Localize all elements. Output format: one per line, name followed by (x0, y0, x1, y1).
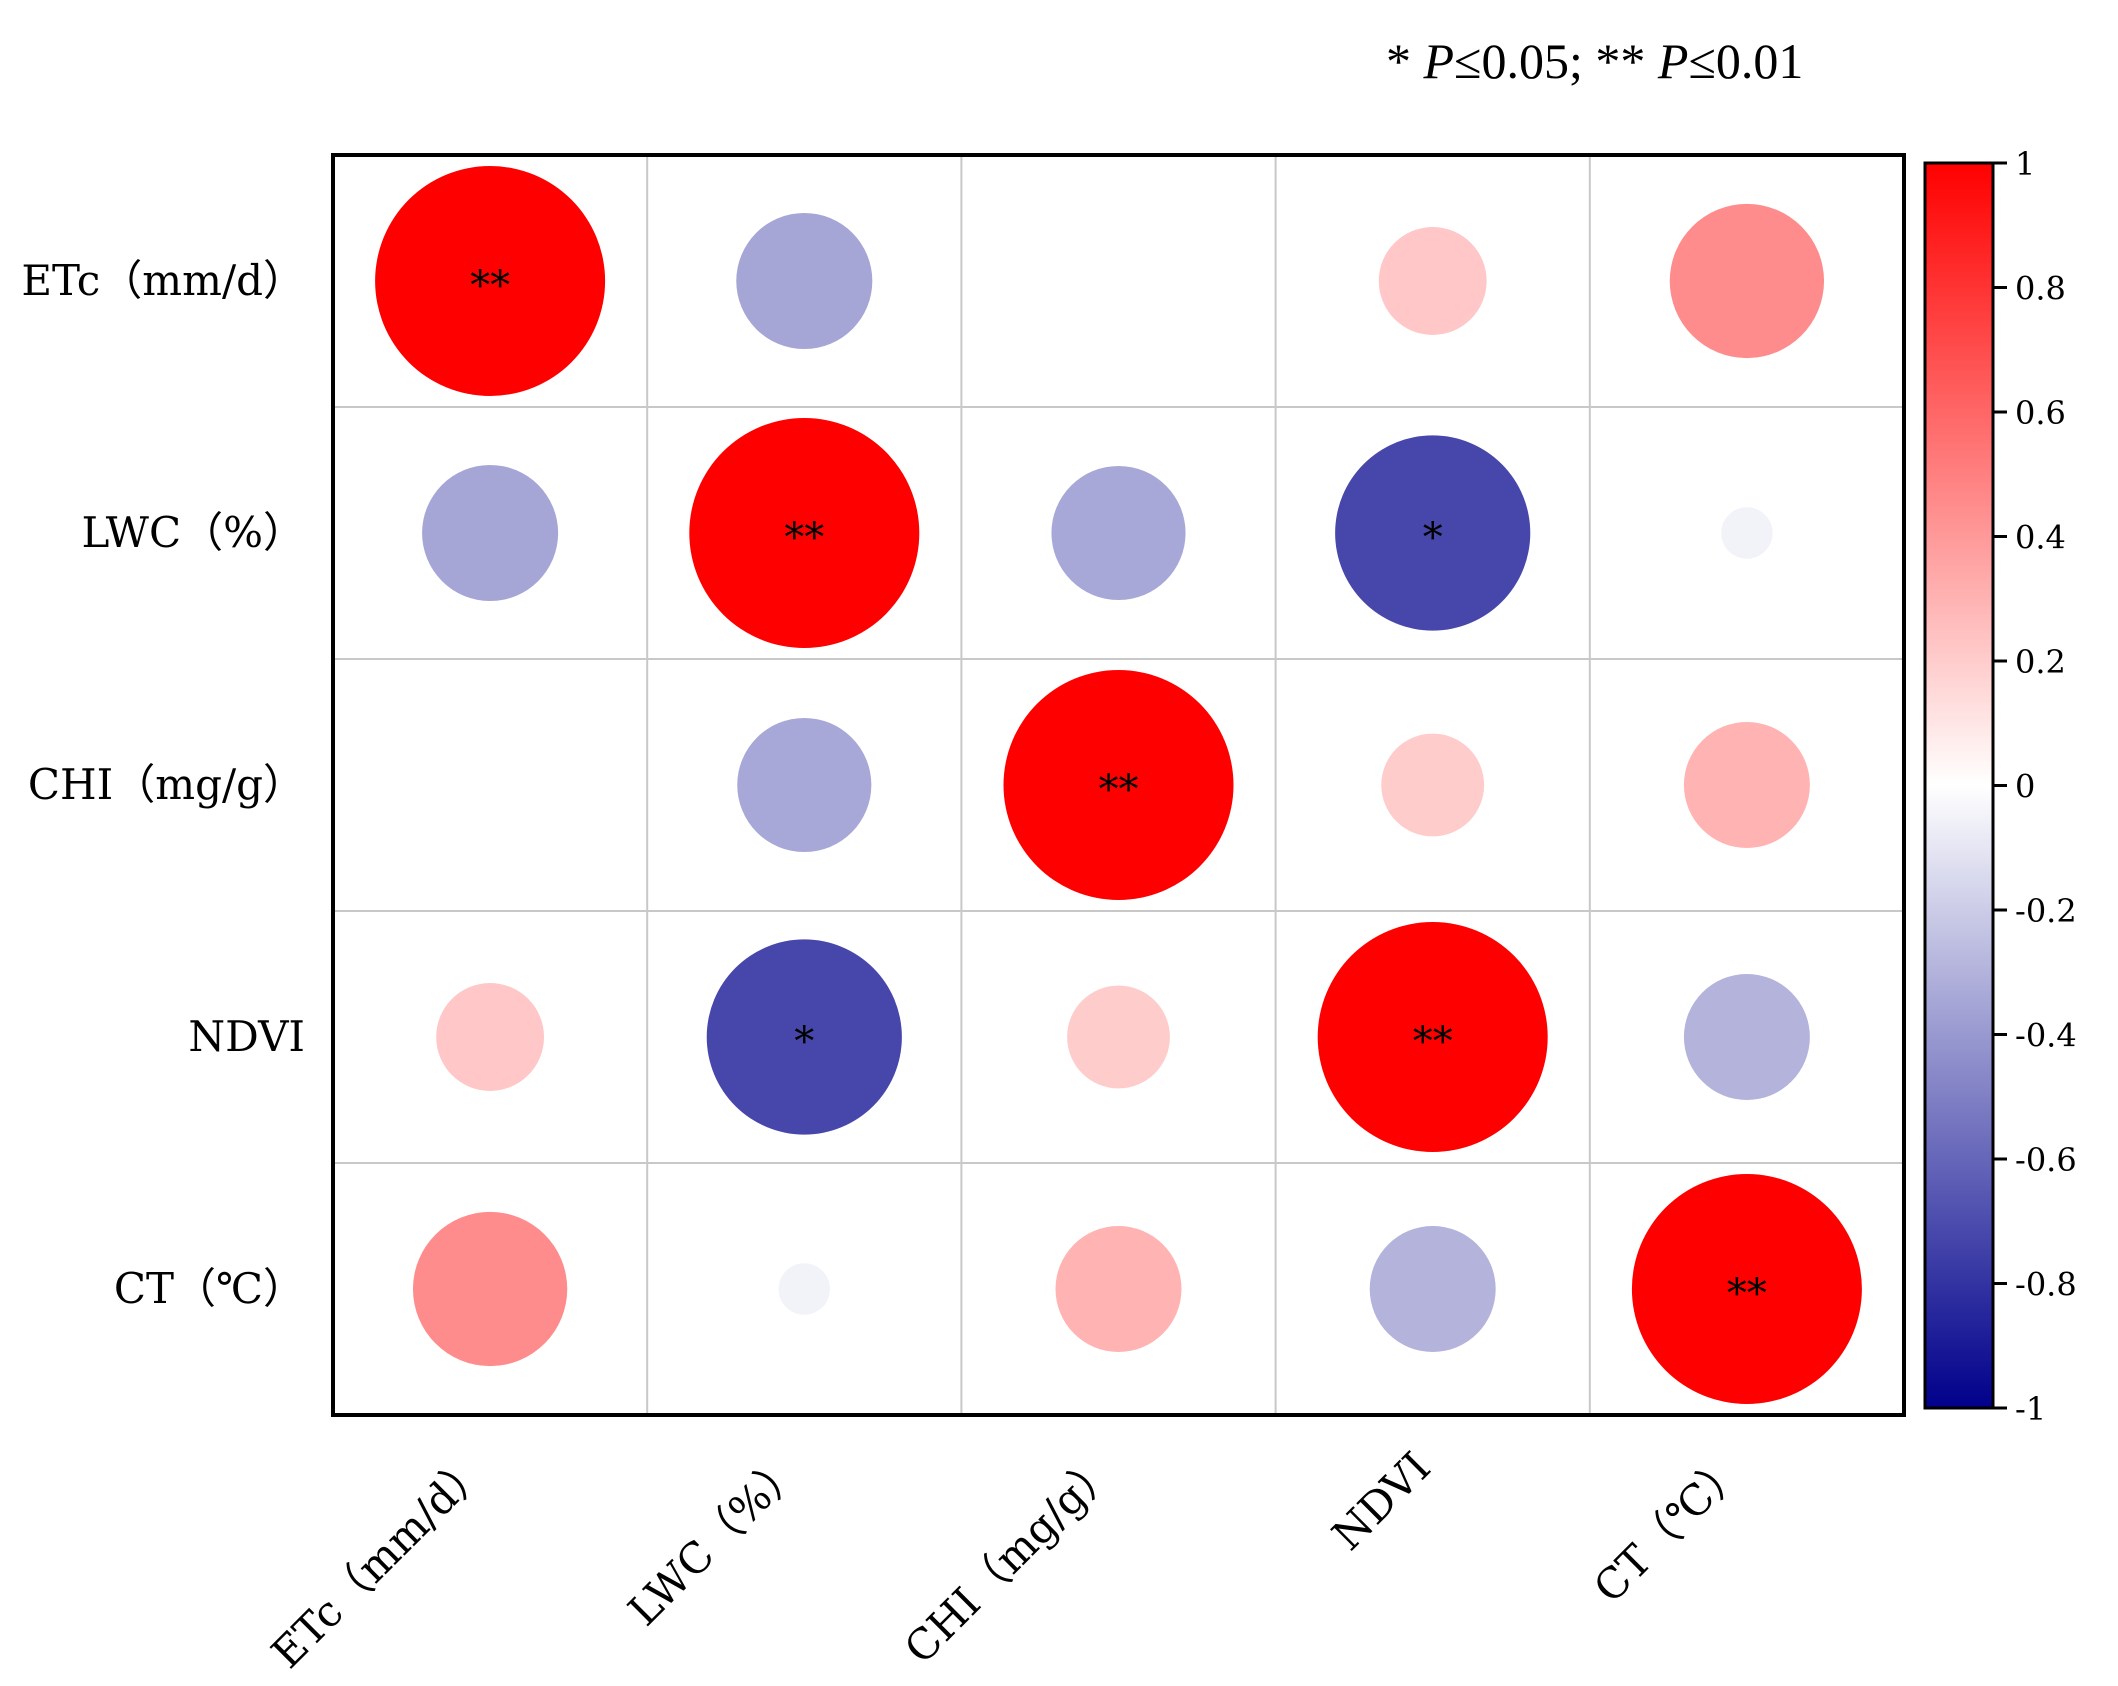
x-tick-label: CT（℃） (1584, 1442, 1754, 1612)
correlation-circle (736, 212, 873, 350)
colorbar-tick-label: 1 (2015, 145, 2035, 183)
colorbar-tick-label: 0.6 (2015, 394, 2066, 432)
correlation-circle (1378, 227, 1487, 335)
significance-mark: * (794, 1019, 814, 1065)
correlation-circle (1683, 974, 1810, 1100)
colorbar-tick-label: -1 (2015, 1390, 2046, 1428)
colorbar-gradient (1923, 161, 1995, 1410)
significance-mark: ** (1727, 1271, 1767, 1317)
correlation-circle (375, 166, 606, 396)
significance-mark: ** (1413, 1019, 1453, 1065)
x-tick-label: ETc（mm/d） (262, 1442, 497, 1677)
sig-p-2: P (1657, 33, 1689, 89)
y-tick-label: CT（℃） (114, 1264, 305, 1313)
correlation-circle (1055, 1226, 1182, 1352)
colorbar-tick-label: -0.6 (2015, 1141, 2077, 1179)
plot-frame (331, 153, 1906, 1417)
sig-star-2: ** (1595, 33, 1658, 89)
correlation-circle (737, 717, 872, 853)
significance-legend: * P≤0.05; ** P≤0.01 (1386, 33, 1803, 89)
colorbar-tick-label: -0.4 (2015, 1017, 2077, 1055)
correlation-cells: **** **** **** (375, 166, 1862, 1404)
significance-mark: ** (470, 263, 510, 309)
colorbar: 1 0.8 0.6 0.4 0.2 0 -0.2 -0.4 -0.6 -0.8 -1 (1923, 145, 2077, 1428)
correlation-circle (689, 418, 920, 648)
significance-mark: ** (784, 515, 824, 561)
correlation-circle (1669, 203, 1825, 359)
x-tick-label: CHI（mg/g） (895, 1442, 1126, 1673)
sig-threshold-1: ≤0.05; (1454, 33, 1595, 89)
correlation-circle (706, 939, 902, 1135)
sig-star-1: * (1386, 33, 1424, 89)
x-tick-label: NDVI (1323, 1442, 1440, 1559)
correlation-circle (1631, 1174, 1862, 1404)
x-axis-labels: ETc（mm/d） LWC（%） CHI（mg/g） NDVI CT（℃） (262, 1442, 1754, 1677)
correlation-circle (1683, 722, 1810, 848)
y-axis-labels: ETc（mm/d） LWC（%） CHI（mg/g） NDVI CT（℃） (21, 256, 305, 1313)
correlation-circle (436, 983, 545, 1091)
correlation-circle (1369, 1226, 1496, 1352)
significance-mark: * (1423, 515, 1443, 561)
grid-lines (333, 155, 1904, 1415)
colorbar-ticks: 1 0.8 0.6 0.4 0.2 0 -0.2 -0.4 -0.6 -0.8 -1 (1993, 145, 2077, 1428)
colorbar-tick-label: 0.4 (2015, 519, 2066, 557)
x-tick-label: LWC（%） (619, 1442, 812, 1635)
significance-mark: ** (1099, 767, 1139, 813)
correlation-circle (1381, 733, 1485, 837)
colorbar-tick-label: 0 (2015, 768, 2035, 806)
y-tick-label: LWC（%） (82, 508, 305, 557)
correlation-circle (422, 464, 559, 602)
correlation-circle (1051, 465, 1186, 601)
correlation-circle (1721, 507, 1773, 559)
correlation-circle (778, 1263, 831, 1315)
correlation-circle (1003, 670, 1234, 900)
y-tick-label: ETc（mm/d） (21, 256, 305, 305)
colorbar-tick-label: -0.2 (2015, 892, 2077, 930)
correlation-circle (1335, 435, 1531, 631)
sig-p-1: P (1423, 33, 1455, 89)
y-tick-label: NDVI (188, 1012, 305, 1061)
correlation-circle (412, 1211, 568, 1367)
colorbar-tick-label: 0.8 (2015, 270, 2066, 308)
correlation-circle (1067, 985, 1170, 1089)
sig-threshold-2: ≤0.01 (1688, 33, 1803, 89)
correlation-circle (1317, 922, 1548, 1152)
y-tick-label: CHI（mg/g） (28, 760, 305, 809)
colorbar-tick-label: -0.8 (2015, 1266, 2077, 1304)
colorbar-tick-label: 0.2 (2015, 643, 2066, 681)
